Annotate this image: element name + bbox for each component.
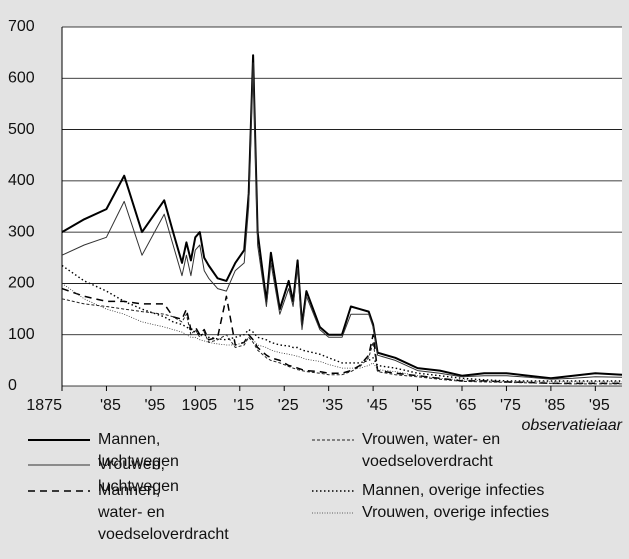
x-tick-label: '85 <box>544 397 565 414</box>
y-tick-label: 500 <box>8 121 35 138</box>
x-tick-label: '35 <box>322 397 343 414</box>
series-line <box>61 283 622 383</box>
legend-label: Mannen, overige infecties <box>362 482 545 499</box>
y-tick-label: 600 <box>8 70 35 87</box>
y-tick-label: 200 <box>8 275 35 292</box>
series-line <box>61 287 622 385</box>
y-tick-label: 100 <box>8 326 35 343</box>
y-tick-label: 0 <box>8 377 17 394</box>
legend-item: Vrouwen, overige infecties <box>312 502 552 524</box>
series-line <box>61 264 622 382</box>
x-tick-label: '85 <box>100 397 121 414</box>
x-tick-label: 1905 <box>182 397 218 414</box>
legend-label: Vrouwen, overige infecties <box>362 504 550 521</box>
x-tick-label: '75 <box>500 397 521 414</box>
legend-item: Mannen, luchtwegen <box>28 429 208 473</box>
legend-item: Vrouwen, luchtwegen <box>28 454 208 498</box>
x-tick-label: '15 <box>233 397 254 414</box>
legend-label: Mannen, water- en voedseloverdracht <box>98 482 229 543</box>
legend-swatch <box>28 439 90 441</box>
legend-swatch <box>28 464 90 466</box>
plot-area <box>62 27 622 386</box>
legend-label: Vrouwen, water- en voedseloverdracht <box>362 431 501 470</box>
x-tick-label: '25 <box>278 397 299 414</box>
y-tick-label: 300 <box>8 223 35 240</box>
legend-item: Vrouwen, water- en voedseloverdracht <box>312 429 552 473</box>
x-axis-label: observatiejaar <box>522 417 623 430</box>
x-tick-label: '95 <box>589 397 610 414</box>
x-tick-label: '55 <box>411 397 432 414</box>
legend-label: Vrouwen, luchtwegen <box>98 456 179 495</box>
legend-label: Mannen, luchtwegen <box>98 431 179 470</box>
plot: observatiejaar 0 100 200 300 400 500 600 700 187… <box>8 18 623 430</box>
legend-swatch <box>312 490 354 492</box>
x-tick-label: '95 <box>144 397 165 414</box>
series-line <box>61 62 623 380</box>
y-tick-label: 700 <box>8 18 35 35</box>
y-tick-label: 400 <box>8 172 35 189</box>
legend-item: Mannen, overige infecties <box>312 480 552 502</box>
legend-swatch <box>312 512 354 514</box>
legend-item: Mannen, water- en voedseloverdracht <box>28 480 229 546</box>
x-tick-label: 1875 <box>26 397 62 414</box>
legend-swatch <box>312 439 354 441</box>
x-tick-label: '65 <box>456 397 477 414</box>
series-line <box>61 298 622 385</box>
legend-swatch <box>28 490 90 492</box>
x-tick-label: '45 <box>367 397 388 414</box>
series-line <box>61 54 623 380</box>
